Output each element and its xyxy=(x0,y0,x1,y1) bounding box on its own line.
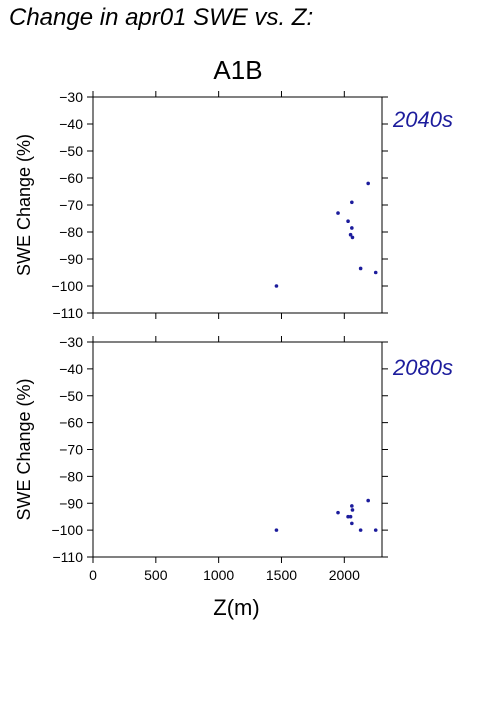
data-point xyxy=(348,232,353,237)
data-point xyxy=(350,235,355,240)
x-tick-label: 1500 xyxy=(266,567,297,583)
y-tick-label: −70 xyxy=(59,442,83,458)
y-tick-label: −30 xyxy=(59,89,83,105)
scenario-title: A1B xyxy=(213,55,263,85)
data-point xyxy=(373,528,378,532)
figure-title: Change in apr01 SWE vs. Z: xyxy=(9,4,314,31)
data-point xyxy=(336,211,340,215)
y-tick-label: −60 xyxy=(59,170,83,186)
panel-label-2080s: 2080s xyxy=(393,355,453,380)
x-tick-label: 1000 xyxy=(203,567,234,583)
data-point xyxy=(350,508,355,512)
y-tick-label: −100 xyxy=(51,278,83,294)
y-axis-label: SWE Change (%) xyxy=(14,378,34,520)
data-point xyxy=(274,528,279,532)
data-point xyxy=(350,504,354,508)
y-tick-label: −50 xyxy=(59,143,83,159)
data-point xyxy=(350,521,354,526)
data-point xyxy=(373,270,378,275)
panel-label-2040s: 2040s xyxy=(393,107,453,132)
data-point xyxy=(350,200,354,205)
y-tick-label: −80 xyxy=(59,468,83,484)
data-point xyxy=(366,498,370,503)
y-tick-label: −90 xyxy=(59,251,83,267)
x-tick-label: 500 xyxy=(144,567,168,583)
y-tick-label: −60 xyxy=(59,415,83,431)
y-tick-label: −70 xyxy=(59,197,83,213)
x-axis-label: Z(m) xyxy=(213,595,259,620)
y-tick-label: −80 xyxy=(59,224,83,240)
x-tick-label: 2000 xyxy=(329,567,360,583)
data-point xyxy=(336,510,340,515)
data-point xyxy=(346,514,350,519)
data-point xyxy=(274,284,279,288)
y-tick-label: −110 xyxy=(53,305,84,321)
y-tick-label: −40 xyxy=(59,116,83,132)
plot-frame-0 xyxy=(92,96,383,314)
y-tick-label: −40 xyxy=(59,361,83,377)
data-point xyxy=(348,514,353,519)
data-point xyxy=(358,266,363,271)
y-tick-label: −30 xyxy=(59,334,83,350)
data-point xyxy=(346,219,350,223)
data-point xyxy=(358,528,363,532)
x-tick-label: 0 xyxy=(89,567,97,583)
y-tick-label: −110 xyxy=(53,549,84,565)
plot-frame-1 xyxy=(92,341,383,558)
data-point xyxy=(350,226,354,230)
y-tick-label: −90 xyxy=(59,495,83,511)
y-tick-label: −100 xyxy=(51,522,83,538)
y-tick-label: −50 xyxy=(59,388,83,404)
y-axis-label: SWE Change (%) xyxy=(14,134,34,276)
data-point xyxy=(366,181,370,186)
